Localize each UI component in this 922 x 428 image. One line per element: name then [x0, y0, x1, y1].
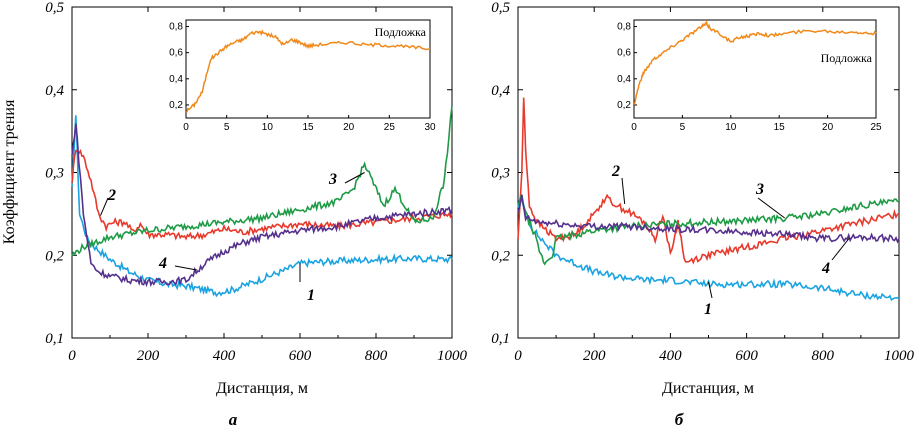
y-tick-label: 0,5 [491, 0, 510, 16]
inset-x-tick-label: 30 [424, 122, 436, 133]
series-line-3 [517, 194, 900, 266]
inset-y-tick-label: 0,4 [617, 74, 631, 85]
series-line-4 [71, 123, 453, 288]
panel-label-a: а [229, 410, 238, 428]
inset-y-tick-label: 0,8 [169, 22, 183, 33]
series-label-3: 3 [755, 181, 764, 198]
series-label-1: 1 [307, 287, 315, 304]
inset-series-line [185, 29, 431, 113]
series-line-1 [71, 115, 453, 298]
y-tick-label: 0,1 [45, 331, 64, 347]
panel-a: Дистанция, м а 0 200 400 600 800 10000,10,20,… [45, 0, 467, 428]
y-axis-title: Коэффициент трения [1, 99, 18, 244]
x-tick-label: 800 [365, 348, 388, 364]
x-tick-label: 1000 [437, 348, 468, 364]
series-label-1: 1 [704, 301, 712, 318]
inset-x-tick-label: 15 [774, 122, 786, 133]
series-pointer-2 [100, 197, 109, 216]
inset-x-tick-label: 10 [262, 122, 274, 133]
inset-x-tick-label: 5 [224, 122, 230, 133]
series-line-4 [517, 194, 900, 244]
series-pointer-4 [831, 237, 850, 261]
inset-x-tick-label: 0 [631, 122, 637, 133]
inset-x-tick-label: 5 [680, 122, 686, 133]
x-tick-label: 200 [583, 348, 606, 364]
x-tick-label: 600 [735, 348, 758, 364]
inset-x-tick-label: 25 [870, 122, 882, 133]
series-label-2: 2 [107, 187, 116, 204]
series-label-4: 4 [821, 260, 830, 277]
series-line-1 [517, 194, 900, 301]
series-pointer-3 [344, 172, 365, 184]
x-tick-label: 0 [68, 348, 76, 364]
inset-label: Подложка [375, 25, 427, 39]
series-pointer-3 [757, 197, 785, 219]
inset-x-tick-label: 25 [384, 122, 396, 133]
series-label-4: 4 [158, 255, 167, 272]
series-line-2 [517, 97, 900, 265]
x-tick-label: 1000 [884, 348, 915, 364]
y-tick-label: 0,1 [491, 331, 510, 347]
inset-x-tick-label: 20 [343, 122, 355, 133]
inset-frame [633, 19, 877, 119]
y-tick-label: 0,2 [491, 248, 510, 264]
y-tick-label: 0,4 [491, 83, 510, 99]
inset-frame [185, 19, 431, 119]
panel-label-b: б [675, 410, 685, 428]
y-tick-label: 0,5 [45, 0, 64, 16]
inset-y-tick-label: 0,6 [169, 48, 183, 59]
inset-y-tick-label: 0,2 [169, 100, 183, 111]
x-tick-label: 400 [659, 348, 682, 364]
y-tick-label: 0,3 [491, 166, 510, 182]
inset-x-tick-label: 0 [183, 122, 189, 133]
series-line-2 [71, 148, 453, 241]
inset-series-line [633, 19, 877, 105]
inset-y-tick-label: 0,4 [169, 74, 183, 85]
series-pointer-4 [174, 265, 198, 271]
inset-x-tick-label: 10 [725, 122, 737, 133]
x-axis-title-b: Дистанция, м [662, 380, 754, 397]
series-label-3: 3 [328, 171, 337, 188]
inset-x-tick-label: 15 [302, 122, 314, 133]
inset-y-tick-label: 0,8 [617, 22, 631, 33]
inset-x-tick-label: 20 [822, 122, 834, 133]
y-tick-label: 0,3 [45, 166, 64, 182]
x-tick-label: 200 [137, 348, 160, 364]
inset-y-tick-label: 0,2 [617, 100, 631, 111]
y-tick-label: 0,4 [45, 83, 64, 99]
x-tick-label: 600 [289, 348, 312, 364]
x-axis-title-a: Дистанция, м [216, 380, 308, 397]
x-tick-label: 400 [213, 348, 236, 364]
series-label-2: 2 [611, 163, 620, 180]
x-tick-label: 800 [812, 348, 835, 364]
x-tick-label: 0 [514, 348, 522, 364]
panel-b: Дистанция, м б 0 200 400 600 800 10000,10,20,… [491, 0, 914, 428]
series-pointer-1 [708, 281, 713, 299]
series-pointer-2 [621, 177, 626, 204]
series-line-3 [71, 106, 453, 257]
y-tick-label: 0,2 [45, 248, 64, 264]
inset-y-tick-label: 0,6 [617, 48, 631, 59]
inset-label: Подложка [821, 51, 873, 65]
